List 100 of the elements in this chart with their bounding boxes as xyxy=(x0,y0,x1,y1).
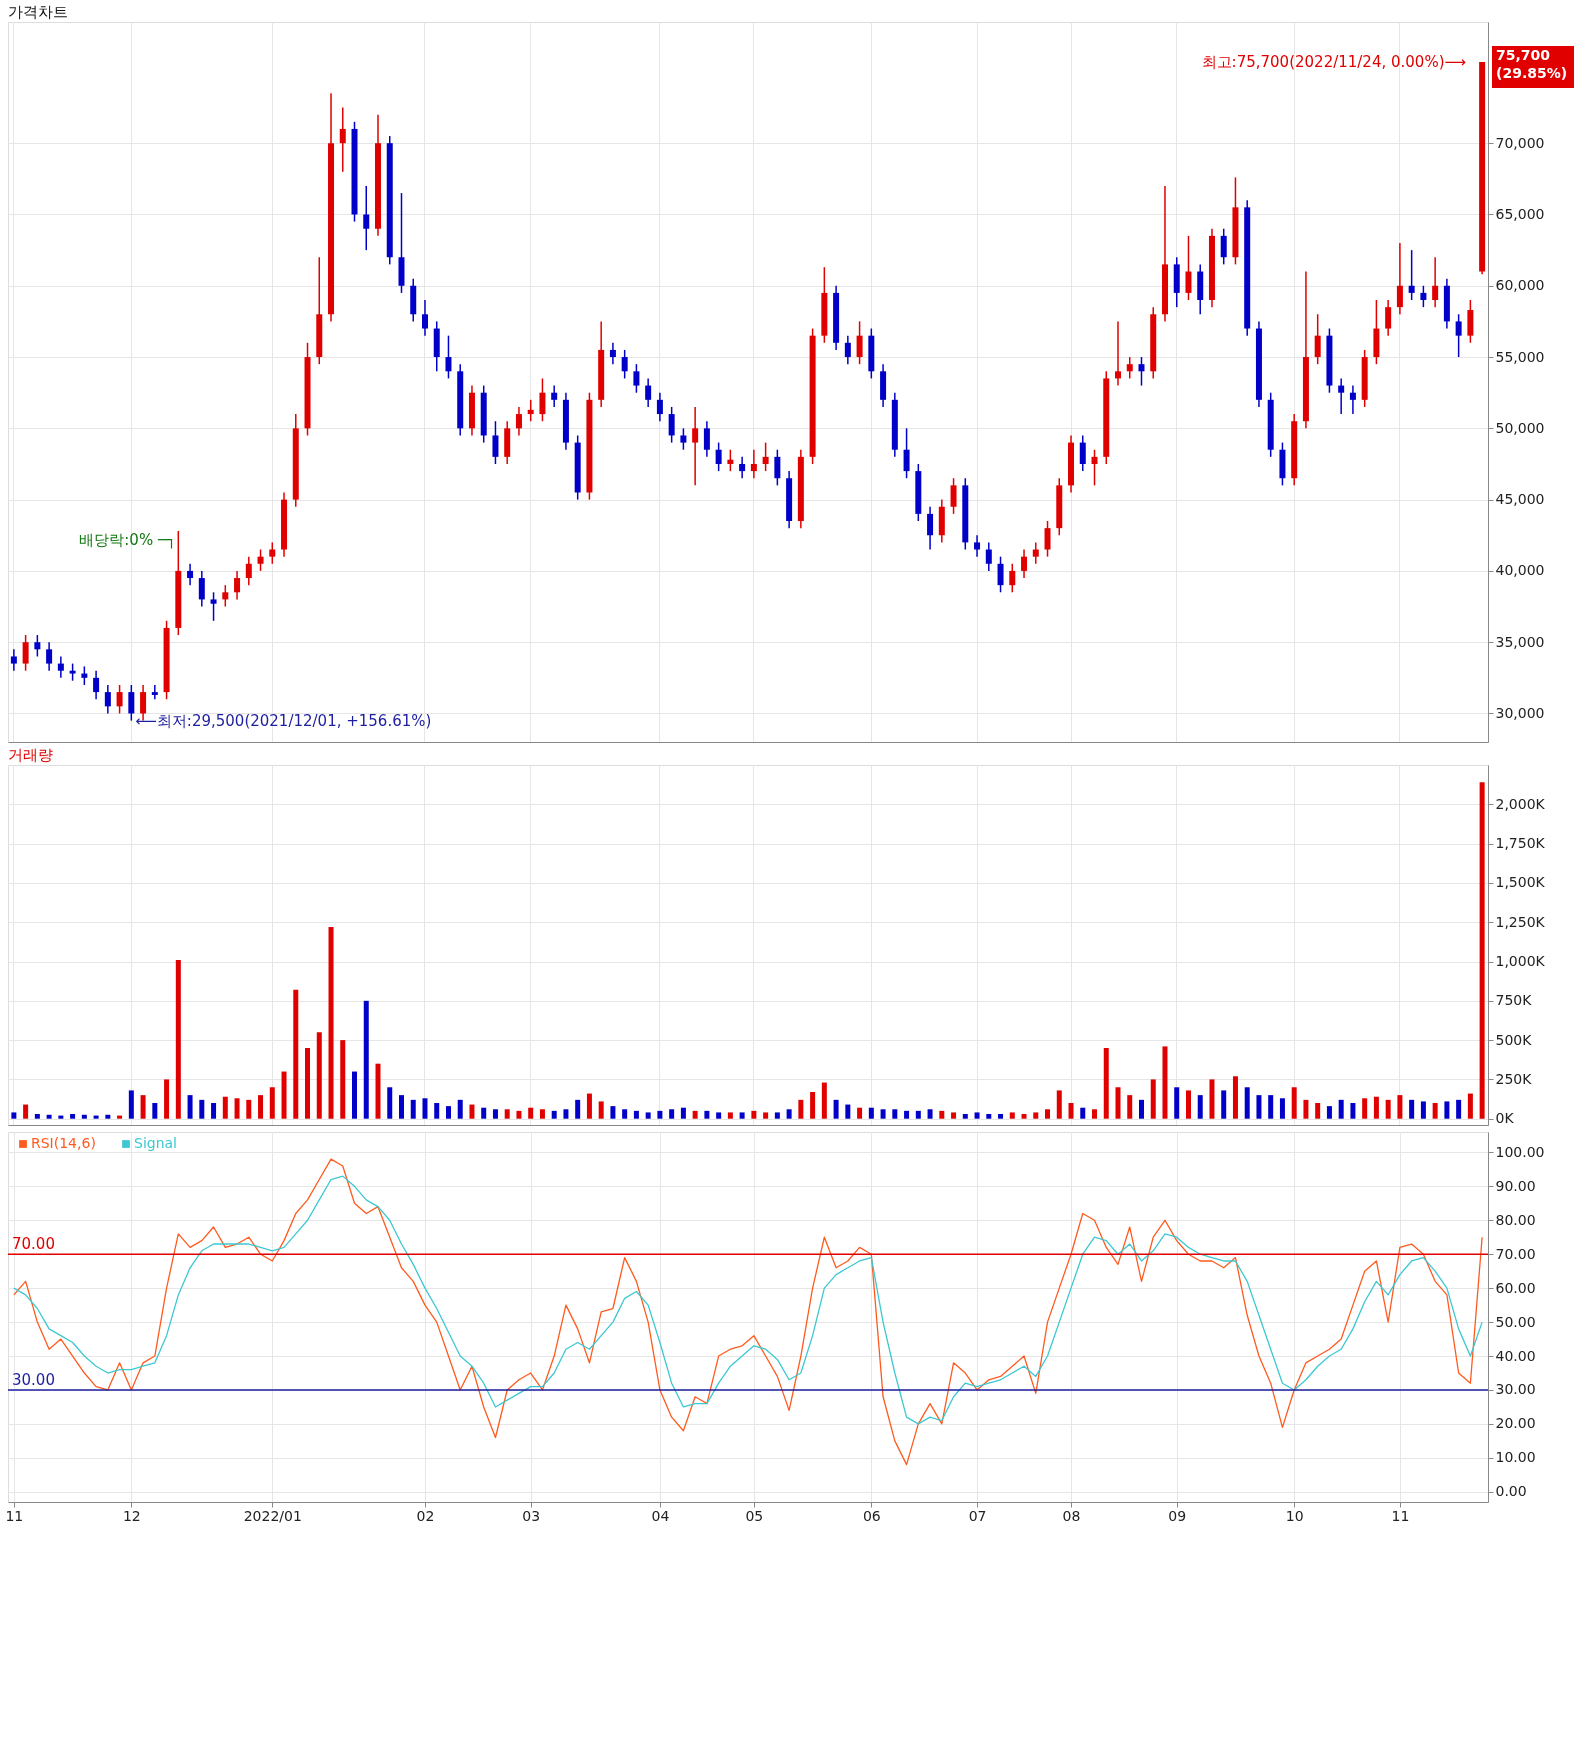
bar xyxy=(1350,1102,1356,1119)
y-tick-label: 45,000 xyxy=(1495,491,1545,508)
bar xyxy=(951,1112,957,1119)
candlestick xyxy=(210,591,217,622)
bar xyxy=(821,1082,827,1119)
bar xyxy=(352,1071,358,1119)
bar xyxy=(128,1090,134,1119)
annotation: ⟵최저:29,500(2021/12/01, +156.61%) xyxy=(135,711,432,730)
bar xyxy=(1444,1101,1450,1119)
y-tick-label: 50.00 xyxy=(1495,1313,1536,1330)
candlestick xyxy=(363,185,370,251)
bar xyxy=(516,1110,522,1119)
candlestick xyxy=(856,320,863,365)
candlestick xyxy=(34,634,41,658)
y-tick-label: 70,000 xyxy=(1495,134,1545,151)
candlestick xyxy=(974,534,981,558)
bar xyxy=(798,1099,804,1119)
bar xyxy=(340,1040,346,1119)
bar xyxy=(1021,1114,1027,1119)
candlestick xyxy=(739,456,746,479)
line-series xyxy=(13,1175,1483,1425)
bar xyxy=(551,1110,557,1119)
bar xyxy=(751,1110,757,1119)
bar xyxy=(23,1104,29,1119)
bar xyxy=(375,1063,381,1119)
candlestick xyxy=(539,377,546,422)
bar xyxy=(305,1047,311,1119)
candlestick xyxy=(668,406,675,444)
candlestick xyxy=(22,634,29,672)
candlestick xyxy=(1314,313,1321,365)
bar xyxy=(716,1112,722,1119)
y-tick-label: 750K xyxy=(1495,992,1533,1009)
y-tick-label: 1,000K xyxy=(1495,953,1546,970)
bar xyxy=(1362,1098,1368,1119)
bar xyxy=(434,1102,440,1119)
bar xyxy=(1268,1095,1274,1119)
x-tick-label: 08 xyxy=(1062,1507,1081,1524)
bar xyxy=(316,1032,322,1119)
bar xyxy=(1315,1102,1321,1119)
bar xyxy=(363,1000,369,1119)
candlestick xyxy=(151,684,158,700)
x-tick-label: 10 xyxy=(1285,1507,1304,1524)
bar xyxy=(445,1106,451,1119)
candlestick xyxy=(1021,548,1028,579)
candlestick xyxy=(997,555,1004,594)
bar xyxy=(1115,1087,1121,1119)
bar xyxy=(915,1110,921,1119)
bar xyxy=(269,1087,275,1119)
y-tick-label: 30,000 xyxy=(1495,704,1545,721)
bar xyxy=(46,1114,52,1119)
bar xyxy=(539,1109,545,1119)
bar xyxy=(904,1110,910,1119)
bar xyxy=(504,1109,510,1119)
bar xyxy=(222,1096,228,1119)
bar xyxy=(457,1099,463,1119)
candlestick xyxy=(245,555,252,586)
candlestick xyxy=(10,648,17,672)
annotation: 최고:75,700(2022/11/24, 0.00%)⟶ xyxy=(1201,53,1466,71)
candlestick xyxy=(234,570,241,601)
bar xyxy=(1279,1098,1285,1119)
candlestick xyxy=(1044,520,1051,558)
candlestick xyxy=(116,684,123,715)
x-tick-label: 09 xyxy=(1168,1507,1187,1524)
bar xyxy=(892,1109,898,1119)
y-tick-label: 100.00 xyxy=(1495,1143,1545,1160)
bar xyxy=(1385,1099,1391,1119)
bar xyxy=(986,1114,992,1119)
candlestick xyxy=(1432,256,1439,308)
candlestick xyxy=(633,363,640,394)
y-tick-label: 90.00 xyxy=(1495,1177,1536,1194)
annotation: 배당락:0% ─┐ xyxy=(79,531,176,549)
x-tick-label: 05 xyxy=(745,1507,764,1524)
bar xyxy=(645,1112,651,1119)
bar xyxy=(1326,1106,1332,1119)
bar xyxy=(34,1114,40,1119)
bar xyxy=(1068,1102,1074,1119)
candlestick xyxy=(1091,448,1098,487)
bar xyxy=(680,1107,686,1119)
candlestick xyxy=(750,448,757,479)
bar xyxy=(492,1109,498,1119)
candlestick xyxy=(703,420,710,458)
candlestick xyxy=(57,655,64,679)
y-tick-label: 500K xyxy=(1495,1031,1533,1048)
bar xyxy=(739,1112,745,1119)
bar xyxy=(328,926,334,1119)
candlestick xyxy=(492,420,499,465)
bar xyxy=(1338,1099,1344,1119)
candlestick xyxy=(692,406,699,487)
candlestick xyxy=(1385,299,1392,337)
bar xyxy=(1467,1093,1473,1119)
bar xyxy=(962,1114,968,1119)
chart-title: 거래량 xyxy=(8,746,53,764)
bar xyxy=(1127,1095,1133,1119)
bar xyxy=(469,1104,475,1119)
bar xyxy=(234,1098,240,1119)
candlestick xyxy=(1349,384,1356,415)
bar xyxy=(211,1102,217,1119)
y-tick-label: 20.00 xyxy=(1495,1415,1536,1432)
candlestick xyxy=(1009,563,1016,594)
candlestick xyxy=(621,349,628,380)
